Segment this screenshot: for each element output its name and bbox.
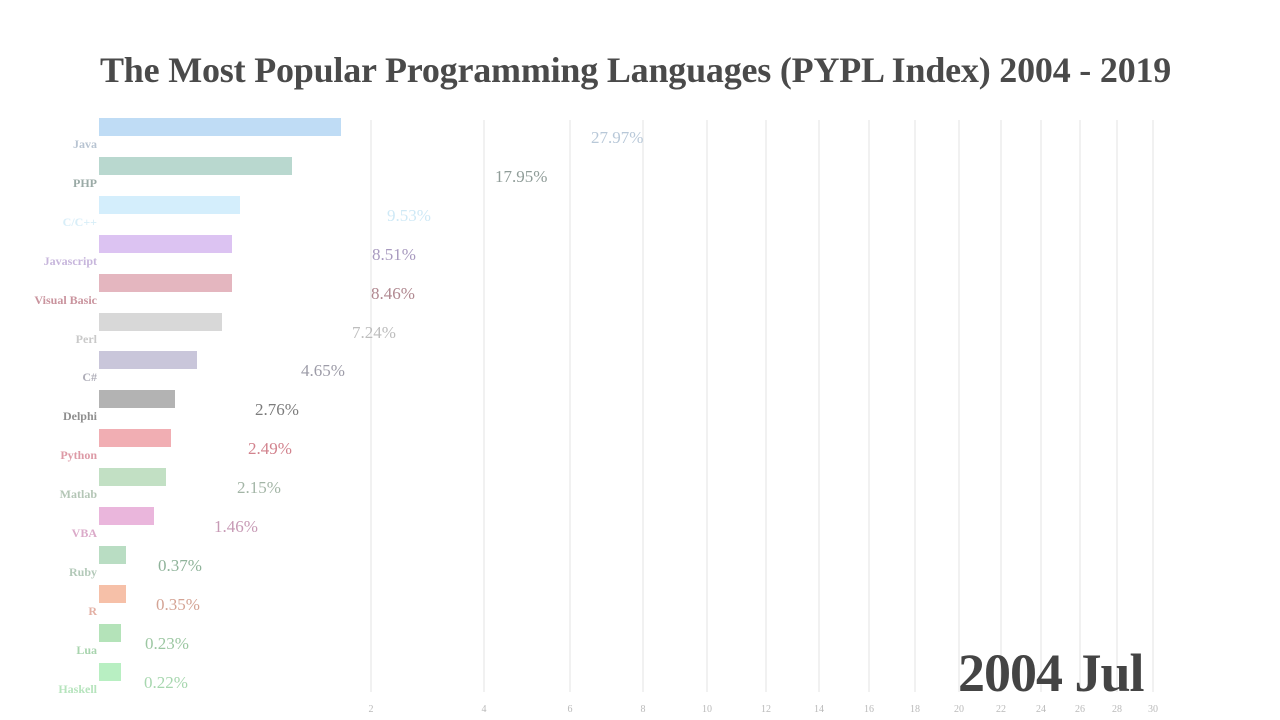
gridline [1040,120,1042,692]
bar-lua [99,623,121,642]
gridline [1000,120,1002,692]
category-label: Visual Basic [34,292,97,307]
value-label: 0.35% [156,594,200,614]
x-tick-label: 18 [910,704,920,715]
bar-visual-basic [99,273,232,292]
gridline [914,120,916,692]
category-label: PHP [73,175,97,190]
gridline [569,120,571,692]
category-label: C/C++ [62,214,97,229]
x-tick-label: 6 [567,704,573,715]
value-label: 27.97% [591,128,644,147]
category-label: Python [60,448,97,463]
category-label: VBA [71,526,97,540]
bar-c- [99,351,197,370]
value-label: 8.51% [372,244,416,264]
bar-ruby [99,545,126,564]
x-tick-label: 28 [1112,704,1122,715]
gridline [958,120,960,692]
x-tick-label: 4 [481,704,487,715]
bar-python [99,429,171,448]
value-label: 17.95% [495,166,548,186]
category-label: Perl [75,331,97,346]
value-label: 4.65% [301,361,345,381]
value-label: 9.53% [387,205,431,225]
x-tick-label: 20 [954,704,964,715]
category-label: C# [82,370,97,385]
category-label: Delphi [62,409,97,424]
gridline [1116,120,1118,692]
gridline [370,120,372,692]
x-tick-label: 26 [1075,704,1085,715]
category-label: Java [73,137,97,151]
gridline [868,120,870,692]
x-tick-label: 14 [814,704,824,715]
x-tick-label: 22 [996,704,1006,715]
bar-java [99,118,341,136]
bar-php [99,156,292,175]
date-label: 2004 Jul [958,643,1145,703]
bar-javascript [99,234,232,253]
value-label: 0.22% [144,672,188,692]
x-tick-label: 30 [1148,704,1158,715]
category-label: Ruby [68,564,97,579]
x-tick-label: 12 [761,704,771,715]
value-label: 8.46% [371,283,415,303]
value-label: 2.49% [248,439,292,459]
category-label: R [88,603,97,618]
value-label: 2.76% [255,400,299,420]
value-label: 2.15% [237,478,281,498]
value-label: 7.24% [352,322,396,342]
category-label: Lua [76,642,97,657]
x-tick-label: 24 [1036,704,1046,715]
category-label: Haskell [58,681,97,696]
x-tick-label: 10 [702,704,712,715]
gridline [706,120,708,692]
gridline [818,120,820,692]
category-label: Matlab [59,487,97,502]
gridline [483,120,485,692]
value-label: 1.46% [214,517,258,536]
bar-haskell [99,662,121,681]
bar-perl [99,312,222,331]
bar-r [99,584,126,603]
x-tick-label: 16 [864,704,874,715]
x-tick-label: 2 [368,704,374,715]
x-tick-label: 8 [640,704,646,715]
bar-c-c- [99,195,240,214]
bar-vba [99,507,154,525]
gridline [765,120,767,692]
chart-title: The Most Popular Programming Languages (… [100,50,1172,90]
gridline [642,120,644,692]
gridline [1152,120,1154,692]
gridline [1079,120,1081,692]
category-label: Javascript [43,253,97,268]
bar-delphi [99,390,175,409]
value-label: 0.37% [158,555,202,575]
value-label: 0.23% [145,633,189,653]
bar-matlab [99,468,166,487]
